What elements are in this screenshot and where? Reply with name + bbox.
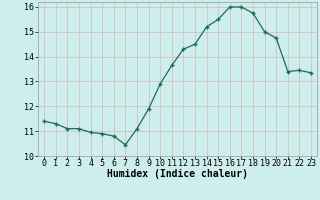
X-axis label: Humidex (Indice chaleur): Humidex (Indice chaleur)	[107, 169, 248, 179]
